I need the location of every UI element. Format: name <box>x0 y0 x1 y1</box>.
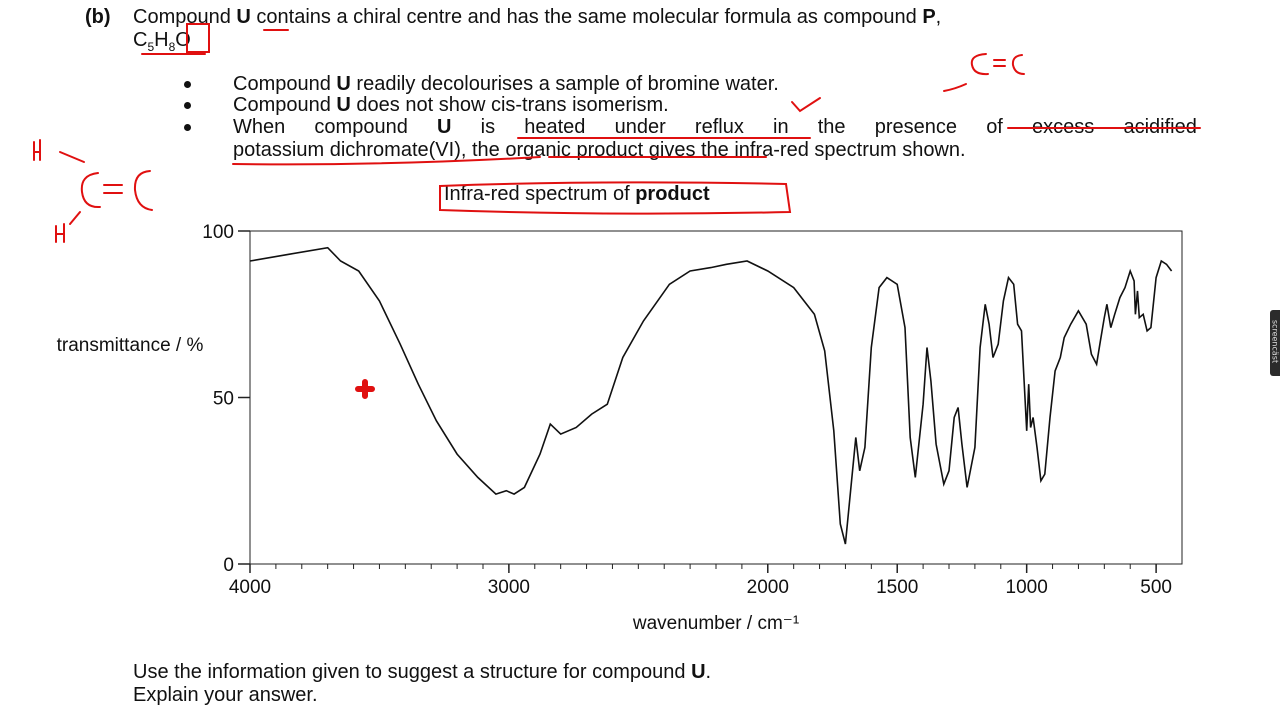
molecular-formula: C5H8O <box>133 29 191 58</box>
chart-title: Infra-red spectrum of product <box>444 183 710 205</box>
bullet-3-line-2: potassium dichromate(VI), the organic pr… <box>233 139 966 161</box>
prompt-text: Use the information given to suggest a s… <box>133 661 692 683</box>
prompt-line-1: Use the information given to suggest a s… <box>133 661 711 683</box>
bullet-1-bold: U <box>336 73 351 95</box>
bullet-3-word: in <box>773 116 789 138</box>
bullet-2-bold: U <box>336 94 351 116</box>
bullet-2-pre: Compound <box>233 94 337 116</box>
compound-p-bold: P <box>922 6 936 28</box>
part-label: (b) <box>85 6 111 28</box>
bond-line-top <box>59 151 85 163</box>
prompt-bold-u: U <box>691 661 706 683</box>
y-tick-label: 50 <box>213 389 234 410</box>
bullet-3-word: presence <box>874 116 958 138</box>
bullet-3-word: reflux <box>694 116 744 138</box>
bullet-2-post: does not show cis-trans isomerism. <box>350 94 669 116</box>
chart-title-bold: product <box>635 183 710 205</box>
tick-bromine <box>943 83 967 92</box>
handwritten-h-bottom <box>55 223 65 243</box>
y-axis-label: transmittance / % <box>57 335 204 356</box>
formula-c: C <box>133 29 148 51</box>
question-intro: Compound U contains a chiral centre and … <box>133 6 1197 28</box>
x-tick-label: 500 <box>1140 577 1172 598</box>
bond-line-bottom <box>69 211 81 225</box>
bullet-3-word: compound <box>314 116 408 138</box>
handwritten-h-top <box>33 139 41 161</box>
prompt-period: . <box>705 661 712 683</box>
formula-c-sub: 5 <box>147 40 155 54</box>
x-minor-ticks <box>249 564 1157 569</box>
formula-o: O <box>175 29 191 51</box>
bullet-1-post: readily decolourises a sample of bromine… <box>350 73 779 95</box>
formula-h: H <box>154 29 169 51</box>
bullet-3-line-1: When compound U is heated under reflux i… <box>233 116 1197 138</box>
tick-cis-trans <box>791 97 821 113</box>
intro-text-a: Compound <box>133 6 237 28</box>
bullet-3-word: is <box>480 116 496 138</box>
screencast-tag-text: screencäst <box>1270 319 1280 364</box>
bullet-dot-1 <box>184 81 191 88</box>
bullet-3-word: of <box>986 116 1003 138</box>
x-tick-label: 1500 <box>876 577 918 598</box>
bullet-3-word: When <box>233 116 286 138</box>
red-cursor-cross <box>355 379 375 399</box>
x-tick-label: 2000 <box>747 577 789 598</box>
bullet-1-pre: Compound <box>233 73 337 95</box>
plot-frame <box>249 230 1183 565</box>
x-tick-label: 4000 <box>229 577 271 598</box>
y-tick-label: 0 <box>223 555 234 576</box>
prompt-line-2: Explain your answer. <box>133 684 318 706</box>
screencast-tag: screencäst <box>1270 310 1280 376</box>
bullet-3-word: the <box>817 116 846 138</box>
bullet-1: Compound U readily decolourises a sample… <box>233 73 779 95</box>
x-axis-label: wavenumber / cm⁻¹ <box>632 613 799 634</box>
bullet-2: Compound U does not show cis-trans isome… <box>233 94 669 116</box>
bullet-dot-3 <box>184 124 191 131</box>
compound-u-bold: U <box>236 6 251 28</box>
bullet-3-word: excess <box>1032 116 1095 138</box>
x-tick-label: 3000 <box>488 577 530 598</box>
y-tick-label: 100 <box>202 222 234 243</box>
y-ticks: 0 50 100 <box>202 222 250 576</box>
handwritten-cc-top-right <box>970 53 1025 76</box>
bullet-dot-2 <box>184 102 191 109</box>
bullet-3-word: under <box>614 116 666 138</box>
x-tick-label: 1000 <box>1006 577 1048 598</box>
handwritten-cc-left <box>80 170 153 211</box>
spectrum-line <box>249 246 1173 545</box>
intro-text-b: contains a chiral centre and has the sam… <box>250 6 923 28</box>
bullet-3-word-bold: U <box>437 116 452 138</box>
chart-title-text: Infra-red spectrum of <box>444 183 636 205</box>
intro-text-c: , <box>935 6 942 28</box>
bullet-3-word: heated <box>524 116 586 138</box>
bullet-3-word: acidified <box>1123 116 1197 138</box>
x-major-ticks: 4000 3000 2000 1500 1000 500 <box>229 564 1172 598</box>
formula-h-sub: 8 <box>168 40 176 54</box>
